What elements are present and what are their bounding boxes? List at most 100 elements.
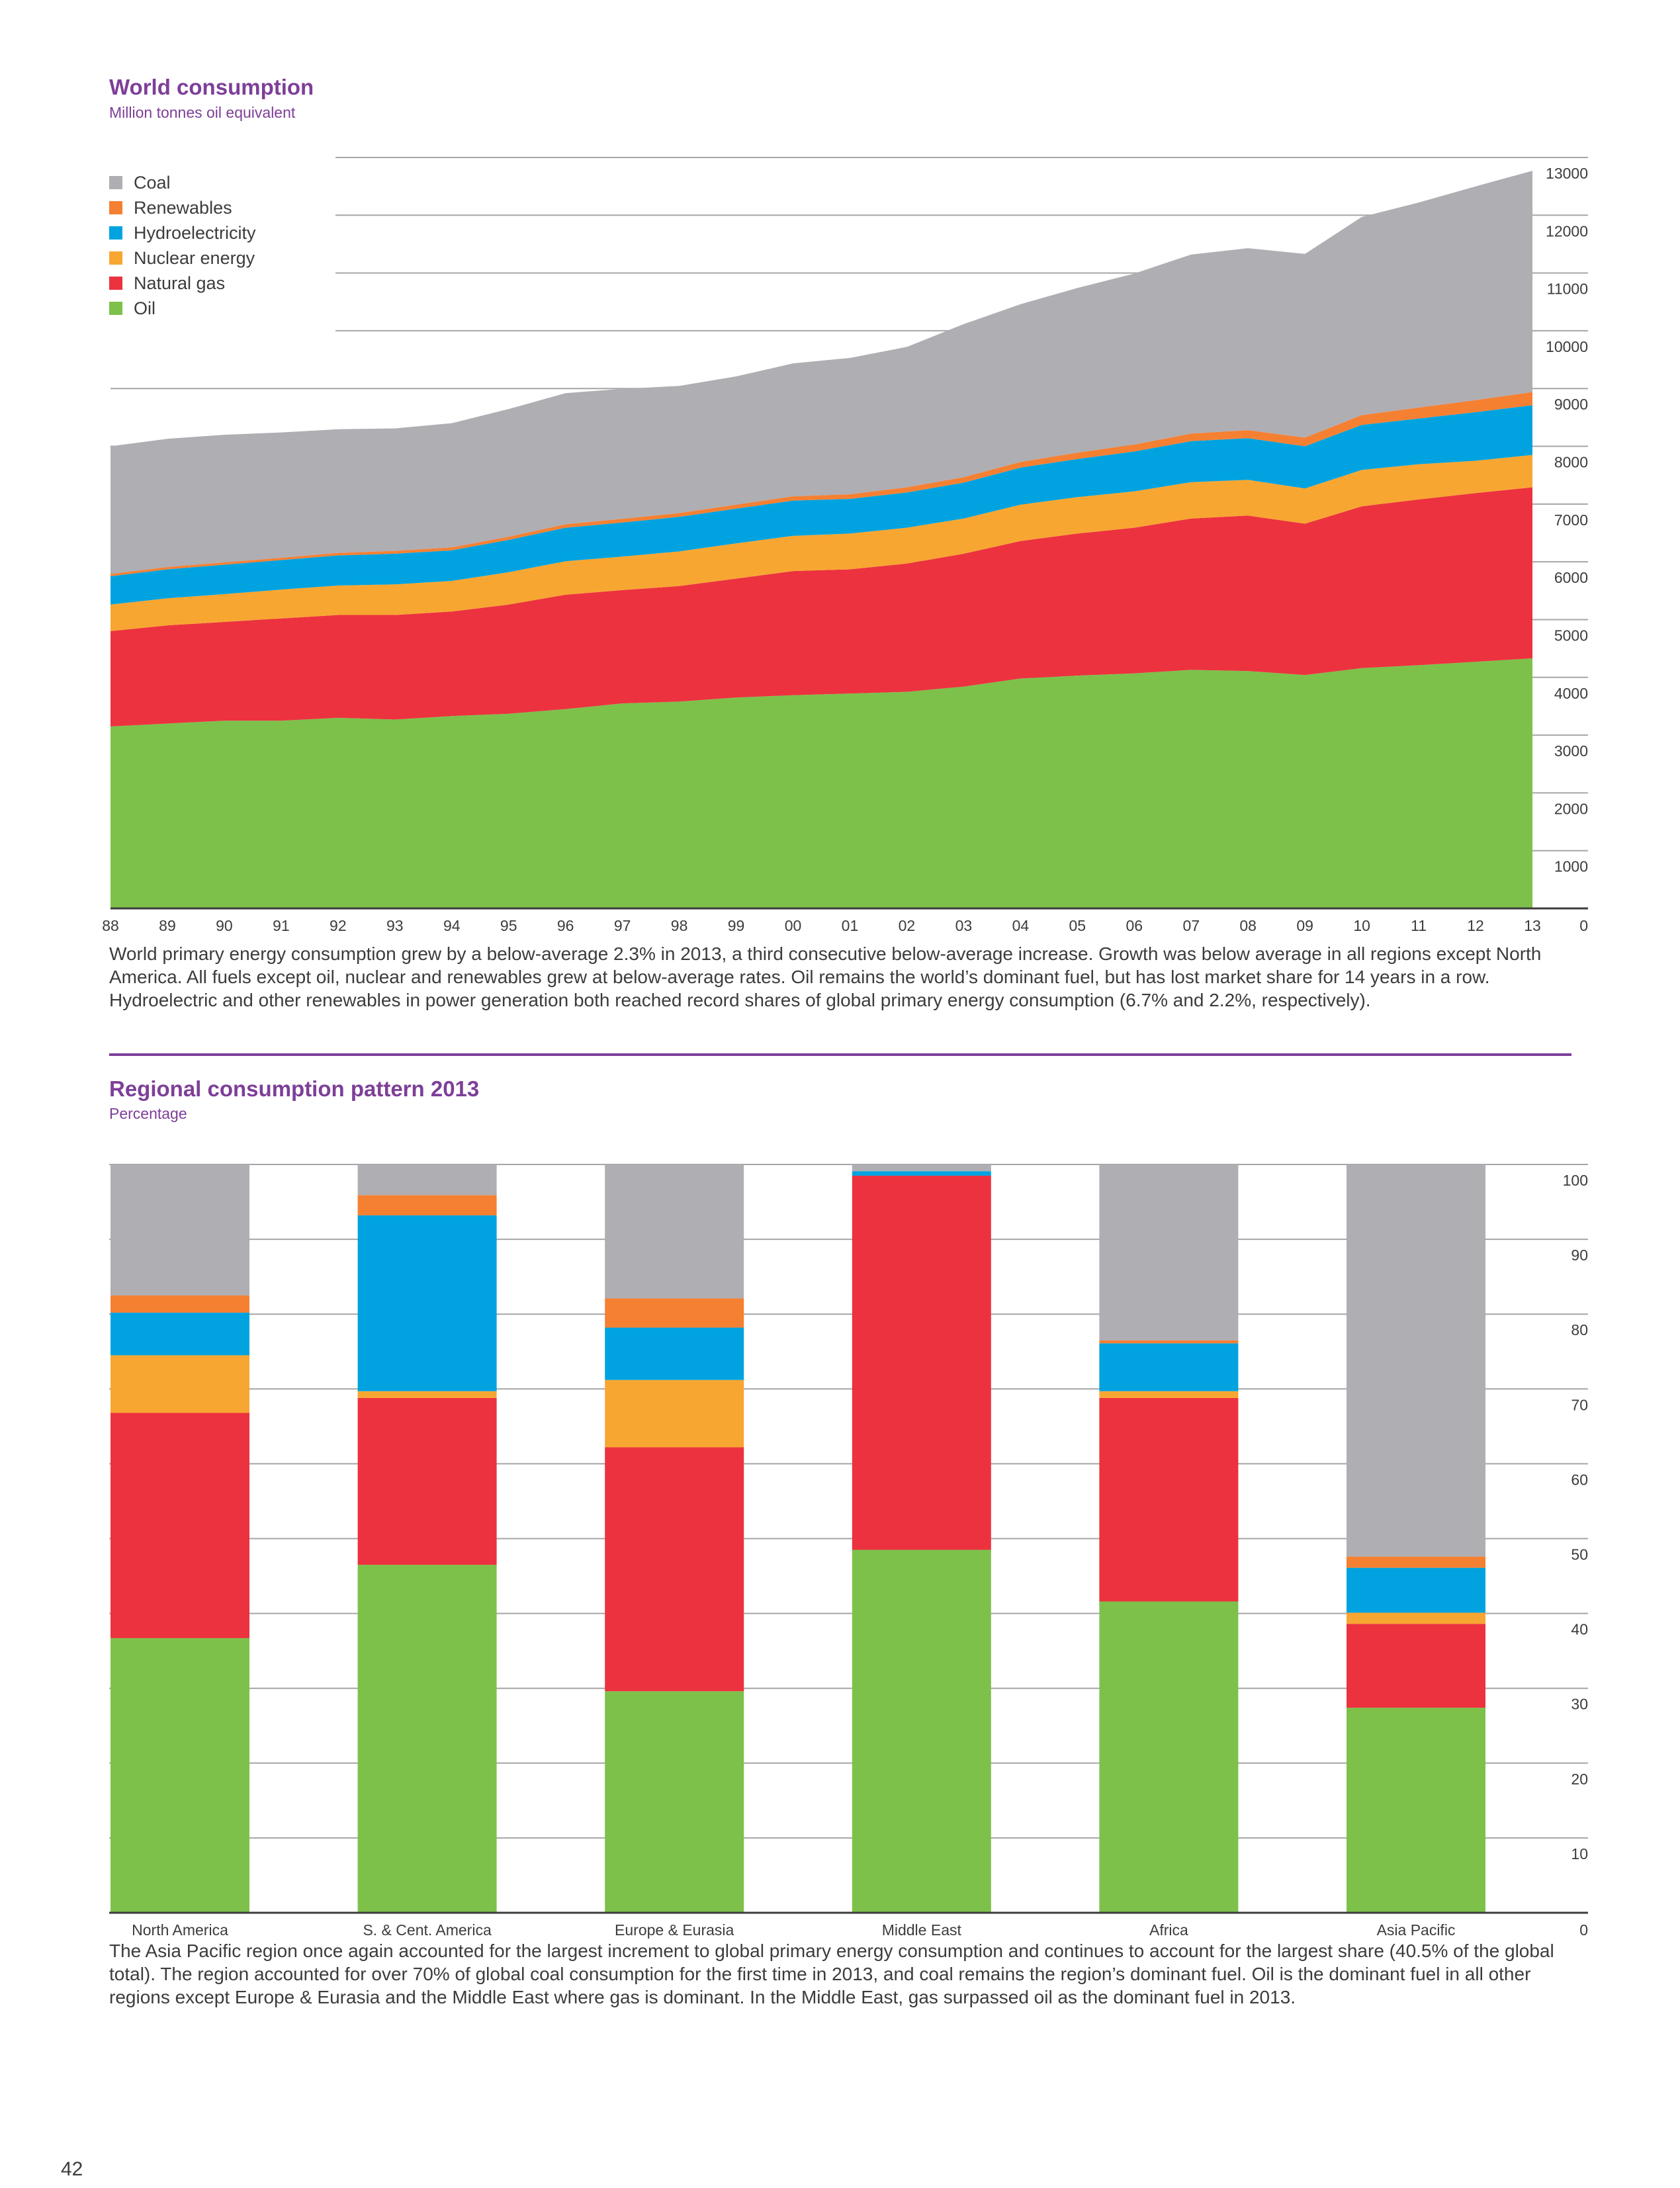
y-tick-label: 10000 <box>1546 338 1588 355</box>
bar-group-middle-east <box>852 1164 991 1913</box>
x-tick-label: 11 <box>1411 917 1427 934</box>
x-tick-label: 91 <box>273 917 290 934</box>
x-category-label: North America <box>132 1921 228 1939</box>
y-tick-label: 13000 <box>1546 165 1588 182</box>
area-series-renewables <box>111 392 1532 576</box>
legend-label: Oil <box>134 298 155 318</box>
y-tick-label: 50 <box>1571 1546 1588 1563</box>
bar-segment-renewables <box>111 1295 249 1313</box>
legend-item-coal: Coal <box>109 170 256 195</box>
x-tick-label: 04 <box>1012 917 1030 934</box>
legend-item-nuclear-energy: Nuclear energy <box>109 245 256 271</box>
x-tick-label: 02 <box>899 917 916 934</box>
legend-swatch <box>109 226 122 240</box>
x-category-label: Europe & Eurasia <box>615 1921 734 1939</box>
y-tick-label: 8000 <box>1554 454 1588 471</box>
y-tick-label: 20 <box>1571 1771 1588 1788</box>
x-tick-label: 94 <box>443 917 461 934</box>
chart-title-regional-consumption: Regional consumption pattern 2013 <box>109 1076 480 1101</box>
y-tick-label: 60 <box>1571 1471 1588 1488</box>
legend-label: Renewables <box>134 197 232 218</box>
y-tick-label: 90 <box>1571 1247 1588 1264</box>
x-category-label: Middle East <box>882 1921 962 1939</box>
bar-segment-coal <box>852 1164 991 1172</box>
section-divider <box>109 1053 1571 1056</box>
bar-segment-oil <box>852 1550 991 1913</box>
area-series-oil <box>111 658 1532 908</box>
area-series-nuclear-energy <box>111 455 1532 631</box>
bar-segment-coal <box>1347 1164 1485 1557</box>
x-tick-label: 92 <box>330 917 347 934</box>
x-tick-label: 10 <box>1353 917 1370 934</box>
bar-segment-coal <box>111 1164 249 1295</box>
bar-segment-renewables <box>357 1195 497 1215</box>
y-tick-label: 7000 <box>1554 511 1588 529</box>
chart-subtitle-regional-consumption: Percentage <box>109 1105 187 1122</box>
bar-segment-oil <box>357 1565 497 1913</box>
bar-segment-hydroelectricity <box>852 1171 991 1176</box>
regional-consumption-paragraph: The Asia Pacific region once again accou… <box>109 1941 1554 2007</box>
bar-segment-natural-gas <box>605 1447 744 1692</box>
bar-group-north-america <box>111 1164 249 1913</box>
x-tick-label: 99 <box>728 917 745 934</box>
regional-consumption-bar-chart: North America S. & Cent. America Europe & … <box>109 1164 1588 1939</box>
legend-item-oil: Oil <box>109 296 256 321</box>
legend-label: Natural gas <box>134 273 226 293</box>
bar-segment-hydroelectricity <box>357 1215 497 1391</box>
area-series-hydroelectricity <box>111 405 1532 605</box>
bar-segment-nuclear-energy <box>1347 1612 1485 1624</box>
chart-legend: Coal Renewables Hydroelectricity Nuclear en… <box>109 170 256 321</box>
x-tick-label: 00 <box>785 917 802 934</box>
y-tick-label: 10 <box>1571 1845 1588 1862</box>
legend-item-renewables: Renewables <box>109 195 256 220</box>
bar-segment-renewables <box>1099 1340 1239 1344</box>
bar-segment-renewables <box>1347 1556 1485 1568</box>
bar-segment-hydroelectricity <box>1099 1343 1239 1391</box>
chart-title-world-consumption: World consumption <box>109 75 314 99</box>
area-series-natural-gas <box>111 487 1532 726</box>
y-tick-label: 0 <box>1579 1921 1588 1939</box>
y-tick-label: 11000 <box>1547 281 1588 298</box>
x-tick-label: 09 <box>1296 917 1313 934</box>
x-tick-label: 01 <box>842 917 859 934</box>
bar-segment-coal <box>1099 1164 1239 1340</box>
bar-segment-natural-gas <box>357 1397 497 1565</box>
legend-label: Coal <box>134 172 171 193</box>
bar-segment-natural-gas <box>1099 1397 1239 1602</box>
bar-segment-renewables <box>605 1298 744 1328</box>
y-tick-label: 2000 <box>1554 800 1588 817</box>
bar-segment-natural-gas <box>111 1413 249 1638</box>
x-tick-label: 96 <box>557 917 574 934</box>
y-tick-label: 100 <box>1563 1172 1588 1189</box>
world-consumption-paragraph: World primary energy consumption grew by… <box>109 943 1542 1010</box>
x-tick-label: 03 <box>955 917 973 934</box>
bar-segment-coal <box>357 1164 497 1196</box>
x-tick-label: 98 <box>671 917 688 934</box>
y-tick-label: 80 <box>1571 1321 1588 1338</box>
bar-segment-hydroelectricity <box>111 1312 249 1356</box>
y-tick-label: 40 <box>1571 1621 1588 1638</box>
bar-segment-hydroelectricity <box>605 1327 744 1380</box>
legend-swatch <box>109 176 122 189</box>
y-tick-label: 0 <box>1579 917 1588 934</box>
legend-swatch <box>109 201 122 214</box>
bar-segment-oil <box>111 1638 249 1913</box>
legend-swatch <box>109 302 122 315</box>
bar-group-s-cent-america <box>357 1164 497 1913</box>
x-tick-label: 93 <box>386 917 404 934</box>
bar-group-africa <box>1099 1164 1239 1913</box>
chart-subtitle-world-consumption: Million tonnes oil equivalent <box>109 104 296 121</box>
bar-segment-natural-gas <box>1347 1624 1485 1708</box>
x-tick-label: 05 <box>1069 917 1086 934</box>
y-tick-label: 9000 <box>1554 396 1588 413</box>
x-tick-label: 06 <box>1126 917 1143 934</box>
bar-segment-natural-gas <box>852 1175 991 1550</box>
bar-segment-nuclear-energy <box>605 1379 744 1448</box>
x-tick-label: 08 <box>1239 917 1257 934</box>
x-tick-label: 13 <box>1524 917 1541 934</box>
x-tick-label: 97 <box>614 917 631 934</box>
legend-item-natural-gas: Natural gas <box>109 271 256 296</box>
bar-segment-oil <box>1099 1601 1239 1913</box>
y-tick-label: 4000 <box>1554 685 1588 702</box>
y-tick-label: 70 <box>1571 1396 1588 1413</box>
